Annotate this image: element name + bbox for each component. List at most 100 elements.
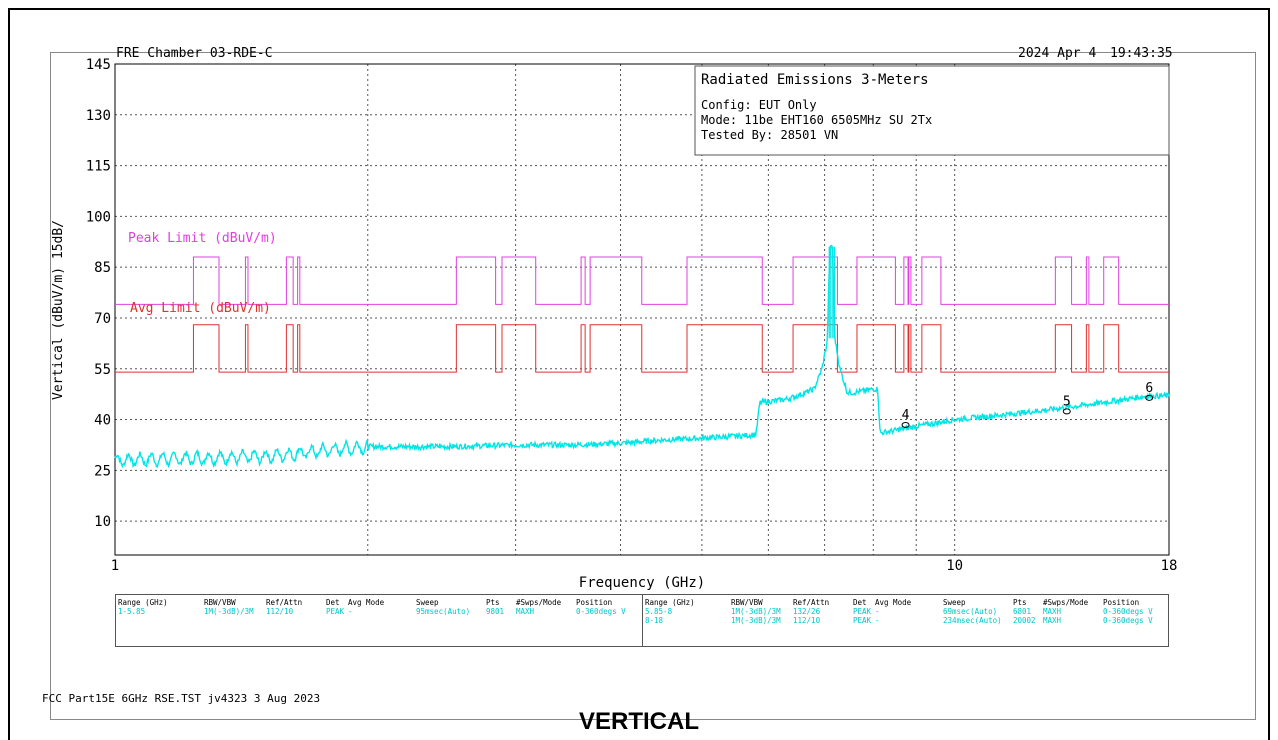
avg-limit-legend: Avg Limit (dBuV/m) xyxy=(130,301,271,316)
peak-limit-line xyxy=(115,256,1169,305)
sweep-settings-table: Range (GHz) RBW/VBW Ref/Attn Det Avg Mode Swe… xyxy=(115,594,1169,647)
marker-label: 5 xyxy=(1063,394,1071,409)
x-axis-title: Frequency (GHz) xyxy=(579,575,705,591)
marker-5: 5 xyxy=(1062,394,1071,415)
settings-header-cell: Det xyxy=(326,598,340,607)
settings-data-cell: MAXH xyxy=(1043,616,1062,625)
settings-header-cell: Range (GHz) xyxy=(118,598,168,607)
settings-header-cell: #Swps/Mode xyxy=(1043,598,1089,607)
settings-data-cell: 112/10 xyxy=(793,616,821,625)
plot-panel xyxy=(50,52,1256,720)
settings-data-cell: 6801 xyxy=(1013,607,1032,616)
settings-header-cell: Sweep xyxy=(943,598,966,607)
settings-data-cell: 20002 xyxy=(1013,616,1036,625)
markers: 4 5 6 xyxy=(901,381,1154,428)
test-date: 2024 Apr 4 xyxy=(1018,46,1096,61)
settings-data-cell: MAXH xyxy=(1043,607,1062,616)
settings-header-cell: Pts xyxy=(486,598,500,607)
marker-symbol xyxy=(1062,408,1071,415)
avg-limit-line xyxy=(115,324,1169,373)
info-line-tester: Tested By: 28501 VN xyxy=(701,128,838,142)
plot-area xyxy=(114,63,1170,556)
settings-header-cell: Ref/Attn xyxy=(793,598,830,607)
settings-data-cell: 9801 xyxy=(486,607,505,616)
marker-symbol xyxy=(1145,394,1154,401)
y-tick-label: 145 xyxy=(86,57,111,73)
info-line-mode: Mode: 11be EHT160 6505MHz SU 2Tx xyxy=(701,113,932,127)
emission-trace xyxy=(114,244,1170,469)
settings-header-cell: RBW/VBW xyxy=(204,598,236,607)
settings-data-cell: 1M(-3dB)/3M xyxy=(204,607,254,616)
test-file-label: FCC Part15E 6GHz RSE.TST jv4323 3 Aug 20… xyxy=(42,692,321,705)
settings-data-cell: 5.85-8 xyxy=(645,607,673,616)
settings-data-cell: 112/10 xyxy=(266,607,294,616)
x-tick-label: 18 xyxy=(1161,558,1178,574)
settings-data-cell: 0-360degs V xyxy=(576,607,626,616)
settings-data-cell: 95msec(Auto) xyxy=(416,607,471,616)
settings-header-cell: Sweep xyxy=(416,598,439,607)
settings-data-cell: MAXH xyxy=(516,607,535,616)
settings-data-cell: 0-360degs V xyxy=(1103,616,1153,625)
info-line-config: Config: EUT Only xyxy=(701,98,817,112)
settings-data-cell: 1M(-3dB)/3M xyxy=(731,616,781,625)
marker-symbol xyxy=(901,421,910,428)
report-frame xyxy=(8,8,1270,740)
marker-label: 4 xyxy=(902,408,910,423)
y-tick-label: 100 xyxy=(86,209,111,225)
settings-data-cell: - xyxy=(348,607,353,616)
settings-data-cell: PEAK xyxy=(326,607,345,616)
settings-data-row: 5.85-8 1M(-3dB)/3M 132/26 PEAK - 69msec(Auto)… xyxy=(643,607,1169,617)
y-tick-label: 25 xyxy=(94,463,111,479)
settings-data-cell: 132/26 xyxy=(793,607,821,616)
settings-data-cell: 69msec(Auto) xyxy=(943,607,998,616)
settings-data-row: 1-5.85 1M(-3dB)/3M 112/10 PEAK - 95msec(Auto)… xyxy=(116,607,642,617)
settings-data-cell: PEAK xyxy=(853,616,872,625)
settings-header-row: Range (GHz) RBW/VBW Ref/Attn Det Avg Mode Swe… xyxy=(643,598,1169,608)
y-tick-label: 70 xyxy=(94,311,111,327)
settings-data-cell: PEAK xyxy=(853,607,872,616)
settings-header-cell: RBW/VBW xyxy=(731,598,763,607)
settings-data-cell: 1M(-3dB)/3M xyxy=(731,607,781,616)
settings-data-row: 8-18 1M(-3dB)/3M 112/10 PEAK - 234msec(Auto) 2… xyxy=(643,616,1169,626)
settings-header-cell: #Swps/Mode xyxy=(516,598,562,607)
marker-4: 4 xyxy=(901,408,910,428)
settings-header-cell: Avg Mode xyxy=(875,598,912,607)
limit-lines xyxy=(115,256,1169,373)
axis-labels: 10 25 40 55 70 85 100 115 130 145 1 10 18 xyxy=(86,57,1178,574)
settings-data-cell: - xyxy=(875,607,880,616)
y-tick-label: 115 xyxy=(86,159,111,175)
info-box xyxy=(694,65,1170,156)
settings-data-cell: 8-18 xyxy=(645,616,664,625)
settings-header-row: Range (GHz) RBW/VBW Ref/Attn Det Avg Mode Swe… xyxy=(116,598,642,608)
marker-6: 6 xyxy=(1145,381,1154,401)
test-time: 19:43:35 xyxy=(1110,46,1173,61)
settings-left: Range (GHz) RBW/VBW Ref/Attn Det Avg Mode Swe… xyxy=(116,595,643,646)
measurement-trace xyxy=(114,244,1170,469)
marker-label: 6 xyxy=(1145,381,1153,396)
settings-header-cell: Det xyxy=(853,598,867,607)
y-tick-label: 130 xyxy=(86,108,111,124)
settings-data-cell: - xyxy=(875,616,880,625)
settings-header-cell: Range (GHz) xyxy=(645,598,695,607)
info-title: Radiated Emissions 3-Meters xyxy=(701,72,929,88)
peak-limit-legend: Peak Limit (dBuV/m) xyxy=(128,231,277,246)
polarization-title: VERTICAL xyxy=(579,708,699,735)
y-tick-label: 55 xyxy=(94,362,111,378)
settings-header-cell: Ref/Attn xyxy=(266,598,303,607)
settings-data-cell: 0-360degs V xyxy=(1103,607,1153,616)
settings-header-cell: Pts xyxy=(1013,598,1027,607)
chamber-label: FRE Chamber 03-RDE-C xyxy=(116,46,273,61)
settings-header-cell: Avg Mode xyxy=(348,598,385,607)
settings-header-cell: Position xyxy=(1103,598,1140,607)
x-tick-label: 1 xyxy=(111,558,119,574)
settings-right: Range (GHz) RBW/VBW Ref/Attn Det Avg Mode Swe… xyxy=(643,595,1169,646)
y-tick-label: 85 xyxy=(94,260,111,276)
settings-data-cell: 234msec(Auto) xyxy=(943,616,1002,625)
y-axis-title: Vertical (dBuV/m) 15dB/ xyxy=(51,220,66,400)
y-tick-label: 40 xyxy=(94,413,111,429)
x-tick-label: 10 xyxy=(946,558,963,574)
y-tick-label: 10 xyxy=(94,514,111,530)
settings-data-cell: 1-5.85 xyxy=(118,607,146,616)
settings-header-cell: Position xyxy=(576,598,613,607)
